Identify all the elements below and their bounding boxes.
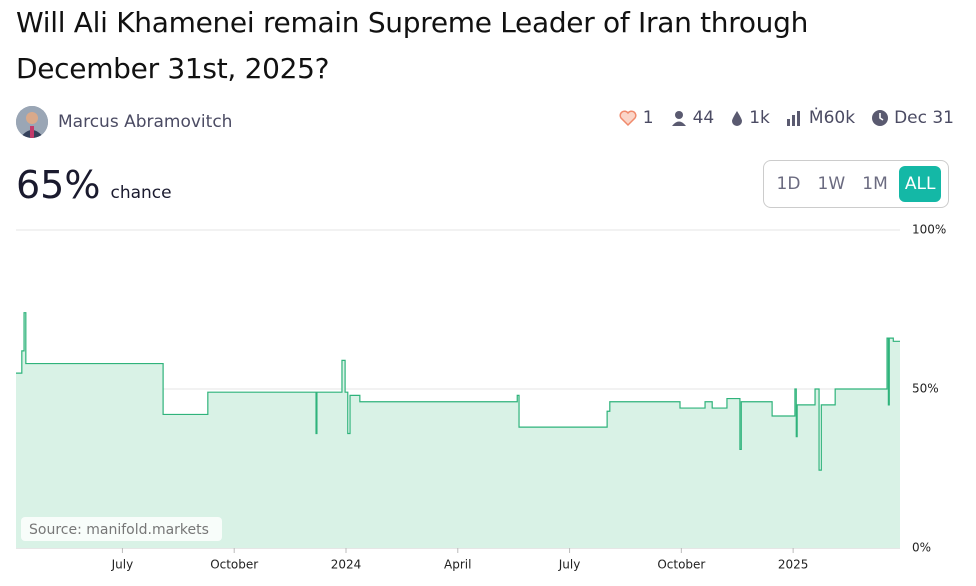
chart: 0% 50% 100% July October 2024 April July October… — [16, 223, 946, 572]
traders-count: 44 — [692, 108, 715, 128]
liquidity: 1k — [730, 108, 770, 128]
time-button[interactable]: 1W — [817, 174, 846, 194]
author-name[interactable]: Marcus Abramovitch — [58, 112, 233, 132]
y-tick-label: 50% — [912, 382, 939, 396]
y-tick-label: 100% — [912, 223, 946, 237]
time-range: 1D 1W 1M ALL — [763, 160, 949, 208]
x-tick-label: October — [210, 558, 258, 572]
bars-icon — [786, 111, 800, 126]
volume-amount: Ṁ60k — [808, 108, 856, 128]
avatar-image — [16, 106, 48, 138]
close-date-text: Dec 31 — [894, 108, 954, 128]
probability: 65% chance — [16, 163, 172, 207]
drop-icon — [732, 111, 743, 126]
line — [16, 312, 900, 471]
traders: 44 — [670, 108, 715, 128]
probability-value: 65% — [16, 163, 101, 207]
x-tick-label: July — [558, 558, 581, 572]
close-date: Dec 31 — [871, 108, 954, 128]
time-button[interactable]: ALL — [898, 166, 942, 202]
liquidity-amount: 1k — [749, 108, 770, 128]
y-tick-label: 0% — [912, 541, 931, 555]
likes[interactable]: 1 — [618, 108, 654, 128]
source-badge — [21, 517, 222, 541]
user-icon — [671, 111, 686, 126]
author[interactable]: Marcus Abramovitch — [16, 106, 232, 138]
time-button[interactable]: 1M — [862, 174, 888, 194]
area — [16, 312, 900, 548]
likes-count: 1 — [642, 108, 654, 128]
stats: 1 44 1k Ṁ60k Dec 31 — [618, 108, 954, 128]
x-tick-label: October — [657, 558, 705, 572]
heart-icon — [619, 110, 637, 127]
x-tick-label: 2024 — [331, 558, 362, 572]
source-label: Source: manifold.markets — [29, 522, 209, 538]
probability-label: chance — [110, 183, 172, 203]
market-title: Will Ali Khamenei remain Supreme Leader … — [16, 6, 809, 85]
time-button[interactable]: 1D — [776, 174, 801, 194]
x-tick-label: July — [111, 558, 134, 572]
avatar — [16, 106, 48, 138]
volume: Ṁ60k — [786, 108, 855, 128]
x-tick-label: 2025 — [778, 558, 809, 572]
x-tick-label: April — [444, 558, 471, 572]
clock-icon — [872, 110, 889, 126]
